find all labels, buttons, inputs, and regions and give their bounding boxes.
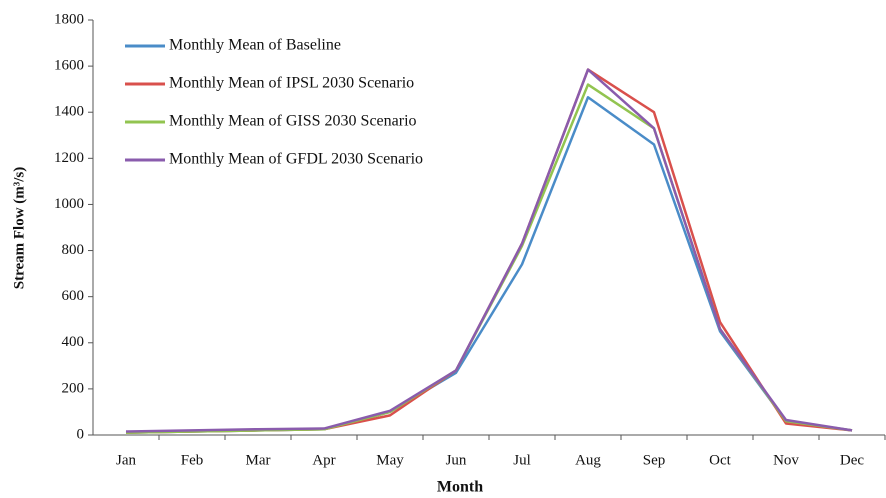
- x-tick-label: Jul: [513, 452, 531, 468]
- x-tick-label: Jun: [446, 452, 467, 468]
- y-axis-label: Stream Flow (m³/s): [11, 167, 27, 290]
- y-tick-label: 200: [62, 380, 85, 396]
- x-tick-label: Nov: [773, 452, 799, 468]
- y-tick-label: 800: [62, 242, 85, 258]
- x-tick-label: Aug: [575, 452, 601, 468]
- x-tick-label: Sep: [643, 452, 666, 468]
- y-tick-label: 1000: [54, 196, 84, 212]
- y-tick-label: 1200: [54, 150, 84, 166]
- y-tick-label: 0: [77, 426, 85, 442]
- x-axis-label: Month: [437, 479, 483, 496]
- x-tick-label: May: [376, 452, 404, 468]
- legend-label: Monthly Mean of GISS 2030 Scenario: [169, 113, 417, 130]
- legend-label: Monthly Mean of Baseline: [169, 37, 341, 54]
- series-line: [125, 68, 853, 433]
- y-tick-label: 1400: [54, 104, 84, 120]
- legend-label: Monthly Mean of GFDL 2030 Scenario: [169, 151, 423, 168]
- x-tick-label: Apr: [312, 452, 335, 468]
- x-tick-label: Feb: [181, 452, 204, 468]
- x-tick-label: Oct: [709, 452, 731, 468]
- x-tick-label: Mar: [246, 452, 271, 468]
- y-tick-label: 1600: [54, 58, 84, 74]
- y-tick-label: 400: [62, 334, 85, 350]
- legend: Monthly Mean of Baseline Monthly Mean of …: [125, 37, 423, 168]
- y-tick-label: 1800: [54, 11, 84, 27]
- x-tick-label: Dec: [840, 452, 864, 468]
- y-tick-label: 600: [62, 288, 85, 304]
- series-line: [125, 95, 853, 434]
- legend-label: Monthly Mean of IPSL 2030 Scenario: [169, 75, 414, 92]
- x-tick-label: Jan: [116, 452, 136, 468]
- series-line: [125, 83, 853, 434]
